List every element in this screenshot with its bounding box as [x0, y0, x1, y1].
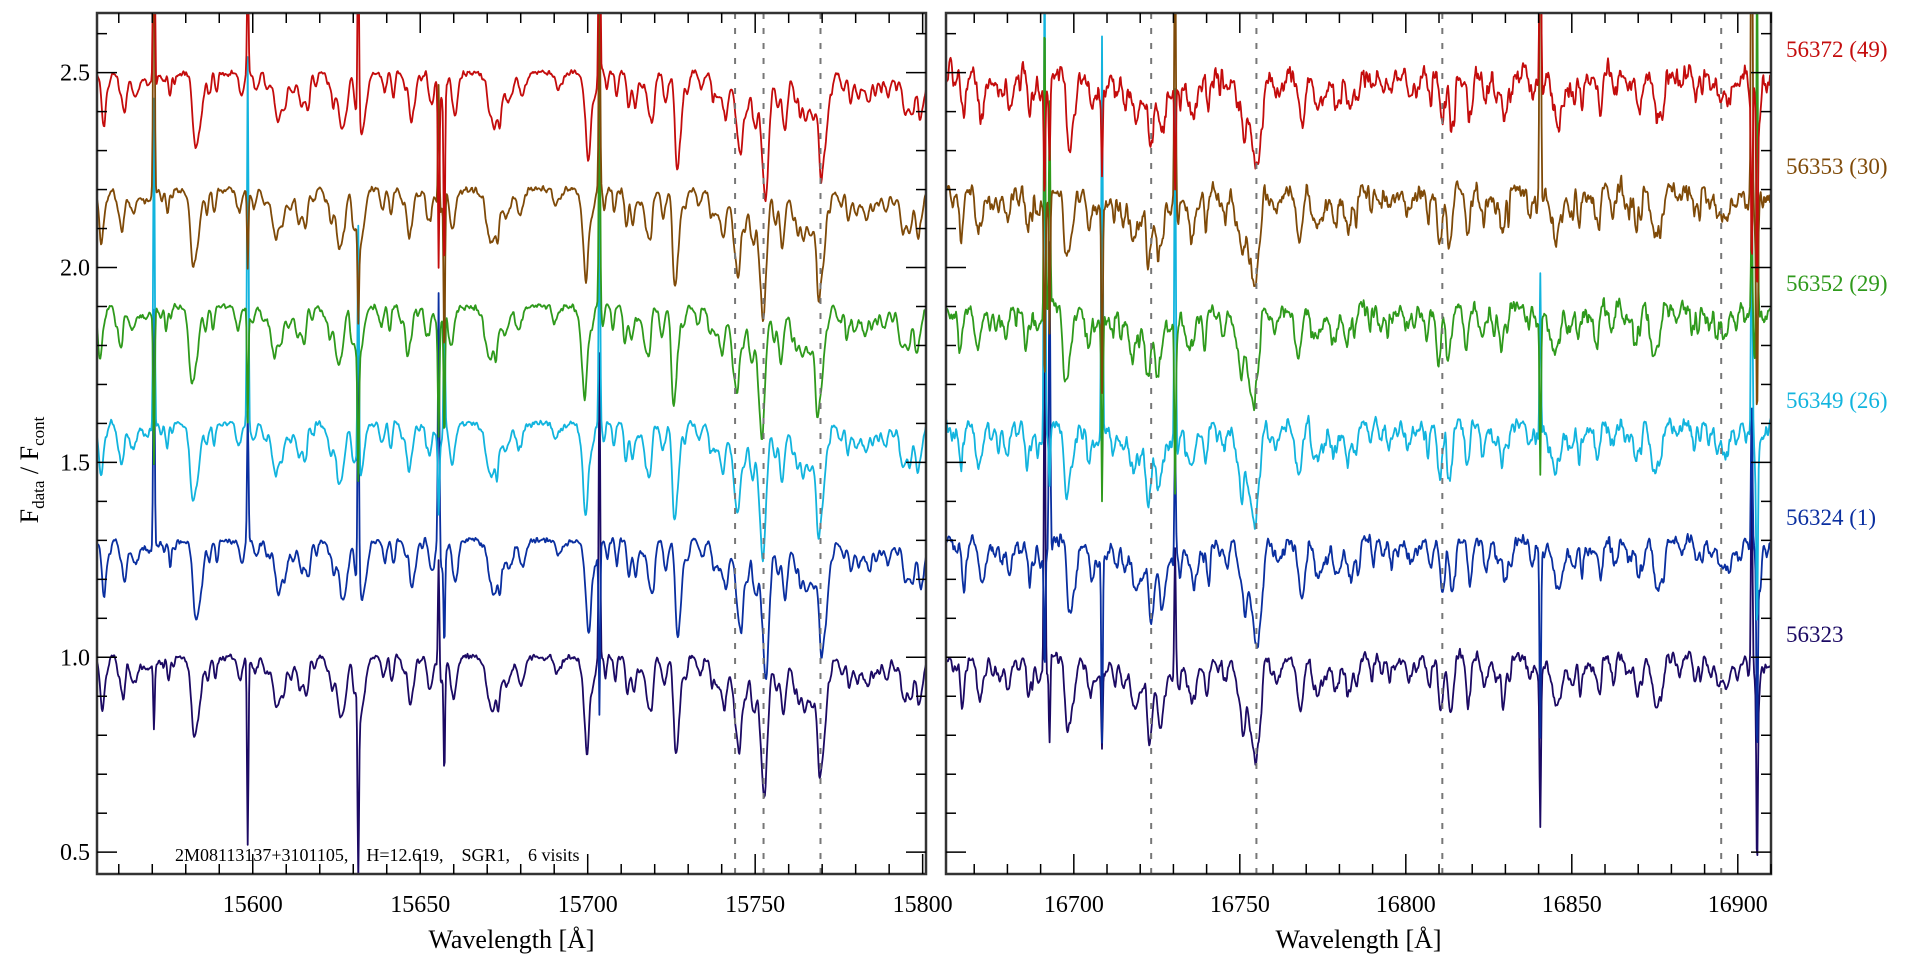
y-tick-label: 2.0	[60, 256, 90, 282]
x-tick-label: 15700	[558, 892, 618, 918]
x-axis-title: Wavelength [Å]	[428, 925, 594, 954]
series-label-56323: 56323	[1786, 622, 1844, 647]
spectrum-line-56324	[946, 241, 1771, 744]
y-axis-title-subscript: data	[29, 480, 48, 509]
spectrum-line-56323	[97, 352, 926, 874]
x-tick-label: 15650	[390, 892, 450, 918]
y-tick-label: 1.0	[60, 645, 90, 671]
series-label-56352: 56352 (29)	[1786, 271, 1888, 296]
left-panel: 15600 15650 15700 15750 15800 Wavelength [Å] 0…	[60, 11, 953, 954]
spectrum-line-56352	[97, 77, 926, 482]
x-tick-label: 15750	[725, 892, 785, 918]
x-tick-label: 16750	[1210, 892, 1270, 918]
y-axis-title: Fdata / Fcont	[15, 416, 48, 523]
spectra-group	[97, 13, 926, 874]
x-axis-title: Wavelength [Å]	[1275, 925, 1441, 954]
spectrum-line-56353	[97, 13, 926, 344]
series-labels: 56323 56324 (1) 56349 (26) 56352 (29) 56353 …	[1786, 37, 1888, 647]
plot-frame	[944, 11, 1773, 876]
x-tick-label: 16900	[1708, 892, 1768, 918]
spectrum-line-56324	[97, 292, 926, 716]
y-axis-title-subscript: cont	[29, 416, 48, 446]
x-tick-label: 16700	[1044, 892, 1104, 918]
spectra-group	[946, 13, 1771, 856]
y-tick-label: 1.5	[60, 450, 90, 476]
y-tick-label: 2.5	[60, 61, 90, 87]
spectrum-line-56323	[946, 353, 1771, 856]
y-axis-title-main: F	[15, 446, 44, 460]
spectrum-line-56349	[97, 56, 926, 563]
spectrum-line-56349	[946, 13, 1771, 621]
plot-frame	[95, 11, 928, 876]
star-annotation: 2M08113137+3101105, H=12.619, SGR1, 6 vi…	[175, 845, 580, 865]
x-tick-label: 15800	[893, 892, 953, 918]
series-label-56353: 56353 (30)	[1786, 154, 1888, 179]
x-tick-label: 16850	[1542, 892, 1602, 918]
y-axis-title-main: F	[15, 509, 44, 523]
x-tick-label: 16800	[1376, 892, 1436, 918]
series-label-56372: 56372 (49)	[1786, 37, 1888, 62]
y-axis-title-separator: /	[15, 460, 44, 480]
spectrum-line-56372	[946, 13, 1771, 283]
series-label-56349: 56349 (26)	[1786, 388, 1888, 413]
spectrum-line-56372	[97, 13, 926, 269]
spectrum-line-56352	[946, 13, 1771, 503]
right-panel: 16700 16750 16800 16850 16900 Wavelength [Å]	[944, 11, 1773, 954]
series-label-56324: 56324 (1)	[1786, 505, 1876, 530]
x-tick-label: 15600	[223, 892, 283, 918]
y-tick-label: 0.5	[60, 840, 90, 866]
spectrum-line-56353	[946, 13, 1771, 406]
